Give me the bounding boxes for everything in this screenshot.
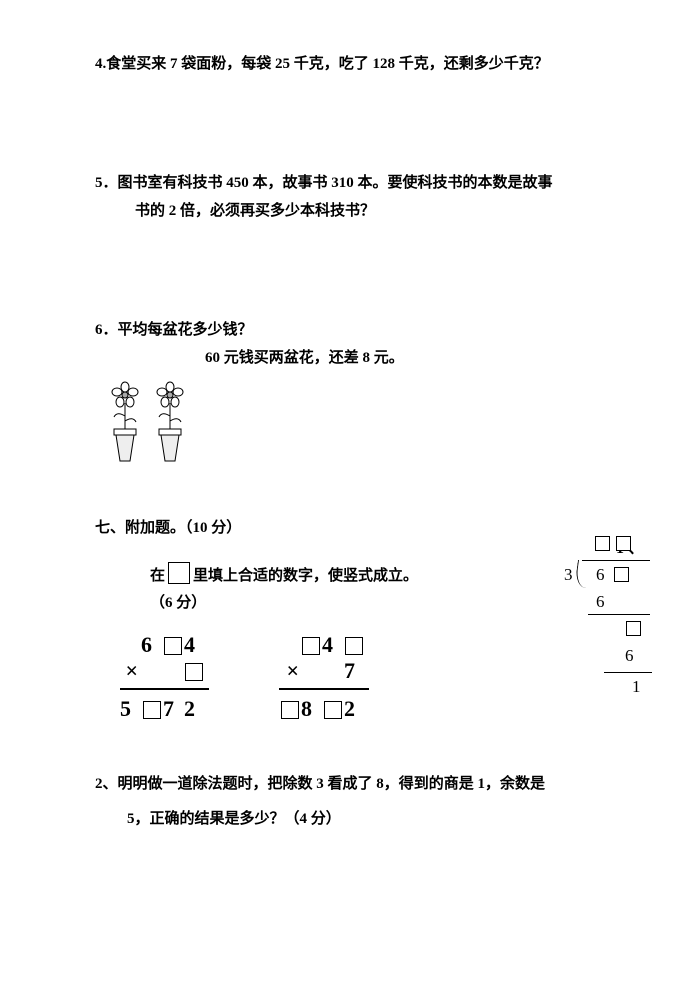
div-remain2: 1 — [632, 677, 641, 697]
mult-1: 64 × 572 — [120, 632, 209, 722]
box-icon — [302, 637, 320, 655]
box-icon — [143, 701, 161, 719]
mult1-row3: 572 — [120, 688, 209, 722]
mult2-row1: 4 — [279, 632, 369, 658]
box-icon — [345, 637, 363, 655]
question-4: 4.食堂买来 7 袋面粉，每袋 25 千克，吃了 128 千克，还剩多少千克？ — [95, 50, 616, 79]
q7-2-line2: 5，正确的结果是多少？（4 分） — [127, 807, 616, 828]
box-icon — [324, 701, 342, 719]
box-icon — [164, 637, 182, 655]
intro-box-icon — [168, 562, 190, 584]
box-icon — [626, 621, 641, 636]
division-vertical: 3 6 6 6 1 — [526, 532, 656, 727]
box-icon — [616, 536, 631, 551]
flowers-svg — [100, 381, 200, 471]
mult2-row2: ×7 — [279, 658, 369, 684]
q6-subtext: 60 元钱买两盆花，还差 8 元。 — [205, 344, 616, 373]
div-dividend-d1: 6 — [596, 565, 605, 584]
mult1-row1: 64 — [120, 632, 209, 658]
mult1-r3-d4: 2 — [184, 696, 205, 721]
question-6: 6．平均每盆花多少钱？ 60 元钱买两盆花，还差 8 元。 — [95, 316, 616, 482]
mult1-r1-d1: 6 — [141, 632, 162, 657]
q7-1-intro-after: 里填上合适的数字，使竖式成立。 — [193, 568, 418, 584]
div-bar — [582, 560, 650, 561]
q7-1-intro-before: 在 — [150, 568, 165, 584]
box-icon — [185, 663, 203, 681]
multiply-sign: × — [125, 658, 148, 683]
mult1-row2: × — [120, 658, 209, 684]
mult2-r3-d2: 8 — [301, 696, 322, 721]
div-sub2: 6 — [625, 646, 634, 666]
div-divisor: 3 — [564, 565, 573, 585]
div-curve — [574, 560, 592, 588]
q7-1-wrap: 1 、 在里填上合适的数字，使竖式成立。 （6 分） 3 6 6 6 1 — [95, 562, 616, 722]
div-bar — [604, 672, 652, 673]
flower-pots-illustration — [100, 381, 616, 482]
q7-2-line1: 2、明明做一道除法题时，把除数 3 看成了 8，得到的商是 1，余数是 — [95, 772, 616, 793]
q4-text: 4.食堂买来 7 袋面粉，每袋 25 千克，吃了 128 千克，还剩多少千克？ — [95, 50, 616, 79]
box-icon — [595, 536, 610, 551]
q5-line1: 5．图书室有科技书 450 本，故事书 310 本。要使科技书的本数是故事 — [95, 169, 616, 198]
div-sub1: 6 — [596, 592, 605, 612]
q7-2: 2、明明做一道除法题时，把除数 3 看成了 8，得到的商是 1，余数是 5，正确… — [95, 772, 616, 828]
mult1-r1-d3: 4 — [184, 632, 205, 657]
div-quotient — [594, 534, 632, 554]
box-icon — [614, 567, 629, 582]
div-bar — [588, 614, 650, 615]
mult-2: 4 ×7 82 — [279, 632, 369, 722]
mult2-r3-d4: 2 — [344, 696, 365, 721]
div-dividend: 6 — [596, 565, 630, 585]
box-icon — [281, 701, 299, 719]
mult1-r3-d3: 7 — [163, 696, 184, 721]
q6-title: 6．平均每盆花多少钱？ — [95, 316, 616, 345]
mult1-r3-d1: 5 — [120, 696, 141, 721]
multiply-sign: × — [286, 658, 309, 683]
mult2-r1-d2: 4 — [322, 632, 343, 657]
div-remain1 — [625, 619, 642, 639]
q5-line2: 书的 2 倍，必须再买多少本科技书？ — [135, 197, 616, 226]
question-5: 5．图书室有科技书 450 本，故事书 310 本。要使科技书的本数是故事 书的… — [95, 169, 616, 226]
mult2-row3: 82 — [279, 688, 369, 722]
mult2-r2-d: 7 — [344, 658, 365, 683]
